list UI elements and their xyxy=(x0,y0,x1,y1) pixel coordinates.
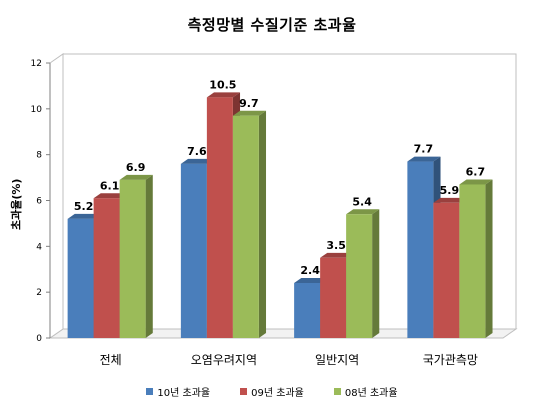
bar-top-2-1 xyxy=(232,110,267,116)
data-label-0-0: 5.2 xyxy=(74,200,94,213)
x-tick-label: 일반지역 xyxy=(315,353,359,367)
legend-label-08: 08년 초과율 xyxy=(344,388,398,399)
legend-swatch-09 xyxy=(240,388,248,395)
bar-top-0-2 xyxy=(294,278,328,283)
legend-item-08: 08년 초과율 xyxy=(333,384,398,399)
x-axis-ticks: 전체 오염우려지역 일반지역 국가관측망 xyxy=(100,353,478,367)
side-wall xyxy=(49,53,64,339)
bar-side-2-3 xyxy=(485,179,493,338)
bar-2-3 xyxy=(459,184,486,338)
y-tick-label: 6 xyxy=(36,197,42,207)
bar-side-2-2 xyxy=(372,209,380,338)
legend-item-09: 09년 초과율 xyxy=(240,384,304,399)
legend: 10년 초과율 09년 초과율 08년 초과율 xyxy=(0,384,544,399)
bar-2-1 xyxy=(232,115,259,338)
bar-1-2 xyxy=(320,257,347,338)
bar-1-0 xyxy=(93,198,120,338)
bar-top-2-0 xyxy=(119,174,153,180)
chart-title: 측정망별 수질기준 초과율 xyxy=(187,16,357,34)
data-label-2-3: 6.7 xyxy=(466,166,486,179)
legend-swatch-08 xyxy=(333,388,341,395)
data-label-0-2: 2.4 xyxy=(300,264,320,277)
bar-top-1-3 xyxy=(433,197,467,203)
legend-label-09: 09년 초과율 xyxy=(251,388,304,399)
y-tick-label: 4 xyxy=(36,242,42,252)
legend-swatch-10 xyxy=(146,388,154,395)
y-tick-label: 12 xyxy=(31,59,42,69)
bar-1-3 xyxy=(433,202,460,338)
bar-top-2-2 xyxy=(346,209,380,215)
data-label-1-0: 6.1 xyxy=(100,179,120,192)
data-label-1-1: 10.5 xyxy=(209,78,236,91)
bar-series xyxy=(67,92,493,338)
data-label-1-3: 5.9 xyxy=(440,184,460,197)
bar-side-2-1 xyxy=(258,110,267,338)
data-label-0-3: 7.7 xyxy=(414,143,434,156)
bar-top-0-3 xyxy=(407,156,441,162)
data-labels: 5.2 6.1 6.9 7.6 10.59.7 2.4 3.5 5.4 7.7 5.9 6.7 xyxy=(74,78,485,277)
x-tick-label: 전체 xyxy=(100,353,122,367)
bar-0-1 xyxy=(180,163,207,338)
bar-top-1-0 xyxy=(93,193,127,199)
y-axis-ticks: 0 2 4 6 8 10 12 xyxy=(31,59,50,344)
bar-top-1-1 xyxy=(206,92,241,98)
data-label-1-2: 3.5 xyxy=(326,239,346,252)
y-tick-label: 10 xyxy=(31,105,43,115)
legend-item-10: 10년 초과율 xyxy=(146,384,210,399)
bar-top-1-2 xyxy=(320,252,354,258)
data-label-0-1: 7.6 xyxy=(187,145,207,158)
y-tick-label: 2 xyxy=(36,288,42,298)
bar-0-2 xyxy=(294,283,321,338)
legend-label-10: 10년 초과율 xyxy=(157,388,211,399)
bar-0-3 xyxy=(407,161,434,338)
bar-top-0-0 xyxy=(67,213,101,219)
bar-1-1 xyxy=(206,97,233,338)
x-tick-label: 오염우려지역 xyxy=(191,353,257,367)
data-label-2-1: 9.7 xyxy=(239,97,259,110)
bar-top-0-1 xyxy=(180,158,215,164)
bar-side-2-0 xyxy=(145,174,153,338)
bar-top-2-3 xyxy=(459,179,493,185)
bar-2-0 xyxy=(119,179,146,338)
y-tick-label: 0 xyxy=(36,334,42,344)
y-tick-label: 8 xyxy=(36,151,42,161)
bar-2-2 xyxy=(346,214,373,338)
bar-0-0 xyxy=(67,218,94,338)
data-label-2-0: 6.9 xyxy=(126,161,146,174)
data-label-2-2: 5.4 xyxy=(352,195,372,208)
x-tick-label: 국가관측망 xyxy=(423,353,478,367)
